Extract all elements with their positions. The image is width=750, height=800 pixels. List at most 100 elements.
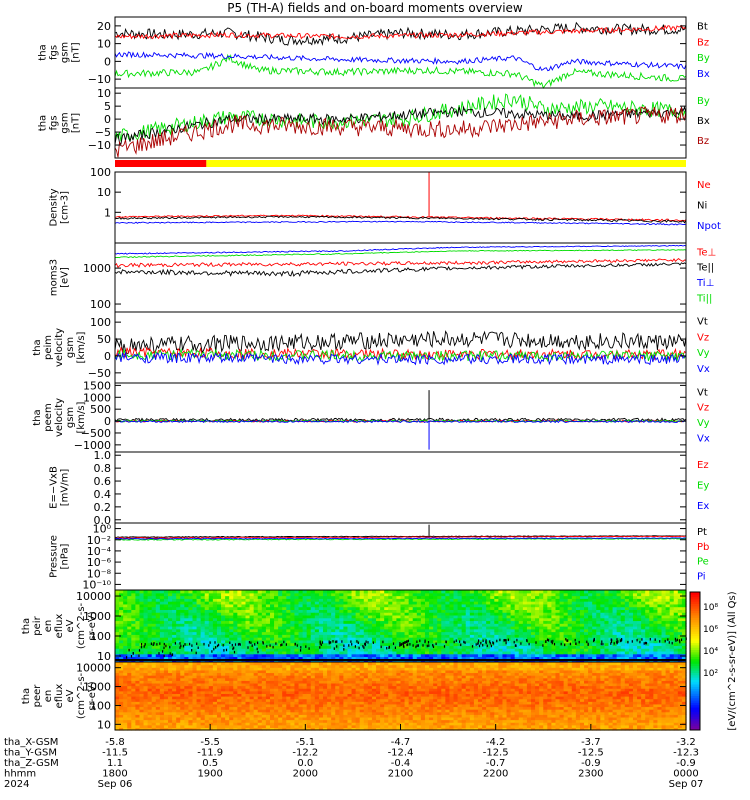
- spectrogram-cell: [192, 677, 198, 681]
- spectrogram-cell: [131, 634, 136, 638]
- spectrogram-cell: [388, 637, 393, 641]
- spectrogram-cell: [567, 603, 573, 608]
- spectrogram-cell: [119, 664, 124, 668]
- legend-Te||: Te||: [696, 263, 714, 274]
- spectrogram-cell: [184, 623, 190, 627]
- spectrogram-cell: [261, 645, 267, 649]
- spectrogram-cell: [498, 645, 504, 649]
- spectrogram-cell: [367, 592, 373, 597]
- spectrogram-cell: [241, 690, 247, 694]
- spectrogram-cell: [115, 693, 120, 697]
- spectrogram-cell: [535, 612, 540, 616]
- spectrogram-cell: [245, 672, 251, 676]
- spectrogram-cell: [168, 688, 173, 692]
- spectrogram-cell: [518, 617, 524, 622]
- spectrogram-cell: [115, 626, 120, 630]
- spectrogram-cell: [310, 634, 316, 638]
- energy-marker: [257, 650, 259, 654]
- spectrogram-cell: [657, 603, 663, 608]
- spectrogram-cell: [115, 690, 120, 694]
- spectrogram-cell: [494, 620, 499, 624]
- spectrogram-cell: [159, 675, 165, 679]
- spectrogram-cell: [429, 639, 434, 644]
- spectrogram-cell: [506, 609, 512, 613]
- y-axis-label: fgs: [49, 115, 60, 130]
- spectrogram-cell: [681, 645, 687, 649]
- spectrogram-cell: [608, 601, 614, 605]
- spectrogram-cell: [482, 642, 487, 646]
- spectrogram-cell: [424, 590, 430, 594]
- spectrogram-cell: [151, 592, 157, 597]
- spectrogram-cell: [188, 685, 194, 689]
- spectrogram-cell: [241, 711, 247, 715]
- spectrogram-cell: [592, 598, 597, 602]
- spectrogram-cell: [420, 590, 426, 594]
- spectrogram-cell: [257, 648, 263, 652]
- spectrogram-cell: [665, 592, 671, 597]
- spectrogram-cell: [265, 623, 271, 627]
- spectrogram-cell: [592, 595, 597, 599]
- panel-frame: [114, 451, 687, 524]
- spectrogram-cell: [245, 592, 251, 597]
- spectrogram-cell: [221, 727, 226, 731]
- spectrogram-cell: [486, 603, 491, 608]
- spectrogram: [115, 662, 687, 731]
- spectrogram-cell: [673, 592, 679, 597]
- spectrogram-cell: [143, 626, 149, 630]
- spectrogram-cell: [188, 642, 194, 646]
- spectrogram-cell: [282, 609, 287, 613]
- spectrogram-cell: [384, 628, 389, 633]
- spectrogram-cell: [119, 617, 124, 622]
- spectrogram-cell: [204, 727, 210, 731]
- y-tick-label: 0: [104, 113, 111, 126]
- spectrogram-cell: [253, 656, 259, 660]
- spectrogram-cell: [392, 642, 398, 646]
- y-axis-label: gsm: [65, 337, 76, 358]
- spectrogram-cell: [115, 672, 120, 676]
- spectrogram-cell: [371, 634, 377, 638]
- spectrogram-cell: [265, 595, 271, 599]
- spectrogram-cell: [453, 653, 459, 658]
- spectrogram-cell: [200, 690, 206, 694]
- spectrogram-cell: [380, 609, 385, 613]
- spectrogram-cell: [147, 598, 153, 602]
- spectrogram-cell: [506, 645, 512, 649]
- spectrogram-cell: [641, 628, 646, 633]
- spectrogram-cell: [318, 603, 324, 608]
- spectrogram-cell: [212, 592, 218, 597]
- spectrogram-cell: [563, 628, 569, 633]
- spectrogram-cell: [176, 664, 181, 668]
- spectrogram-cell: [371, 656, 377, 660]
- spectrogram-cell: [457, 620, 463, 624]
- spectrogram-cell: [278, 648, 283, 652]
- spectrogram-cell: [677, 628, 683, 633]
- spectrogram-cell: [257, 631, 263, 635]
- spectrogram-cell: [282, 648, 287, 652]
- spectrogram-cell: [539, 639, 544, 644]
- spectrogram-cell: [567, 592, 573, 597]
- spectrogram-cell: [457, 592, 463, 597]
- spectrogram-cell: [371, 637, 377, 641]
- spectrogram-cell: [669, 639, 675, 644]
- spectrogram-cell: [200, 667, 206, 671]
- spectrogram-cell: [253, 592, 259, 597]
- spectrogram-cell: [494, 590, 499, 594]
- spectrogram-cell: [159, 606, 165, 610]
- spectrogram-cell: [641, 595, 646, 599]
- spectrogram-cell: [384, 590, 389, 594]
- spectrogram-cell: [245, 706, 251, 710]
- spectrogram-cell: [127, 701, 132, 705]
- spectrogram-cell: [139, 623, 145, 627]
- spectrogram-cell: [335, 609, 340, 613]
- spectrogram-cell: [506, 595, 512, 599]
- spectrogram-cell: [355, 656, 361, 660]
- spectrogram-cell: [584, 612, 589, 616]
- spectrogram-cell: [212, 642, 218, 646]
- spectrogram-cell: [229, 642, 234, 646]
- spectrogram-cell: [327, 645, 332, 649]
- spectrogram-cell: [429, 623, 434, 627]
- spectrogram-cell: [229, 669, 234, 674]
- spectrogram-cell: [600, 617, 606, 622]
- y-axis-label: [nT]: [71, 113, 82, 133]
- spectrogram-cell: [502, 623, 508, 627]
